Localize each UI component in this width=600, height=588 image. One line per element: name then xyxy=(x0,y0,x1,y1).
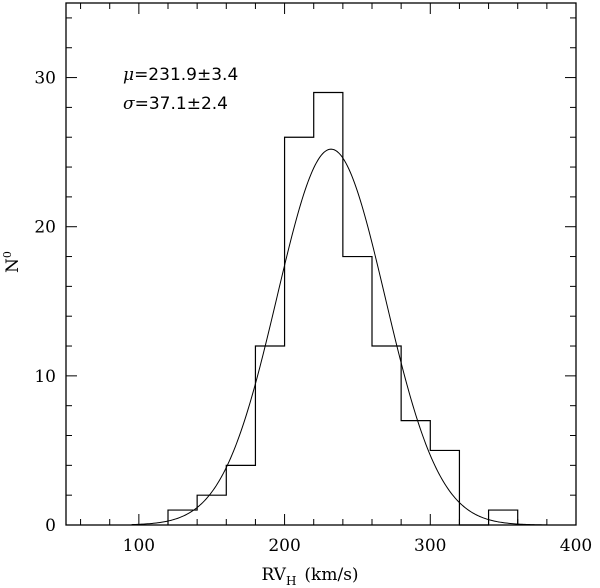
y-axis-label-superscript: 0 xyxy=(1,251,14,258)
x-tick-label: 100 xyxy=(123,536,155,556)
y-tick-label: 0 xyxy=(45,516,56,536)
x-axis-label-subscript: H xyxy=(286,574,296,588)
x-tick-label: 300 xyxy=(414,536,446,556)
sigma-value: =37.1±2.4 xyxy=(135,94,228,114)
x-axis-label: RVH (km/s) xyxy=(261,565,358,588)
sigma-annotation: σ=37.1±2.4 xyxy=(123,94,228,114)
mu-symbol: μ xyxy=(123,65,134,85)
y-axis-label-main: N xyxy=(3,258,23,273)
sigma-symbol: σ xyxy=(123,94,135,114)
mu-value: =231.9±3.4 xyxy=(134,65,238,85)
mu-annotation: μ=231.9±3.4 xyxy=(123,65,238,85)
x-tick-label: 400 xyxy=(560,536,592,556)
y-tick-label: 10 xyxy=(34,367,56,387)
x-axis-label-main: RV xyxy=(261,565,286,585)
histogram-series xyxy=(167,91,519,526)
gaussian-fit-curve xyxy=(131,148,547,526)
x-axis-label-units: (km/s) xyxy=(304,565,358,585)
y-tick-label: 30 xyxy=(34,69,56,89)
y-axis-label: N0 xyxy=(1,251,23,273)
plot-frame xyxy=(65,2,577,526)
x-tick-label: 200 xyxy=(268,536,300,556)
y-tick-label: 20 xyxy=(34,218,56,238)
y-tick-labels: 0 10 20 30 xyxy=(34,69,56,536)
x-tick-labels: 100 200 300 400 xyxy=(123,536,593,556)
